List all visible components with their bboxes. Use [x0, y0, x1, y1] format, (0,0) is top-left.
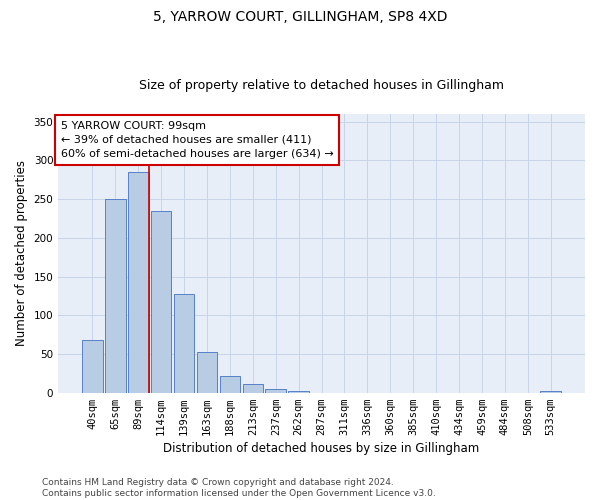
- Bar: [128, 172, 149, 392]
- Bar: [242, 384, 263, 392]
- X-axis label: Distribution of detached houses by size in Gillingham: Distribution of detached houses by size …: [163, 442, 480, 455]
- Text: Contains HM Land Registry data © Crown copyright and database right 2024.
Contai: Contains HM Land Registry data © Crown c…: [42, 478, 436, 498]
- Y-axis label: Number of detached properties: Number of detached properties: [15, 160, 28, 346]
- Bar: [151, 211, 172, 392]
- Bar: [105, 199, 125, 392]
- Bar: [265, 389, 286, 392]
- Bar: [82, 340, 103, 392]
- Text: 5 YARROW COURT: 99sqm
← 39% of detached houses are smaller (411)
60% of semi-det: 5 YARROW COURT: 99sqm ← 39% of detached …: [61, 121, 334, 159]
- Bar: [541, 391, 561, 392]
- Bar: [174, 294, 194, 392]
- Bar: [289, 391, 309, 392]
- Title: Size of property relative to detached houses in Gillingham: Size of property relative to detached ho…: [139, 79, 504, 92]
- Bar: [197, 352, 217, 393]
- Text: 5, YARROW COURT, GILLINGHAM, SP8 4XD: 5, YARROW COURT, GILLINGHAM, SP8 4XD: [153, 10, 447, 24]
- Bar: [220, 376, 240, 392]
